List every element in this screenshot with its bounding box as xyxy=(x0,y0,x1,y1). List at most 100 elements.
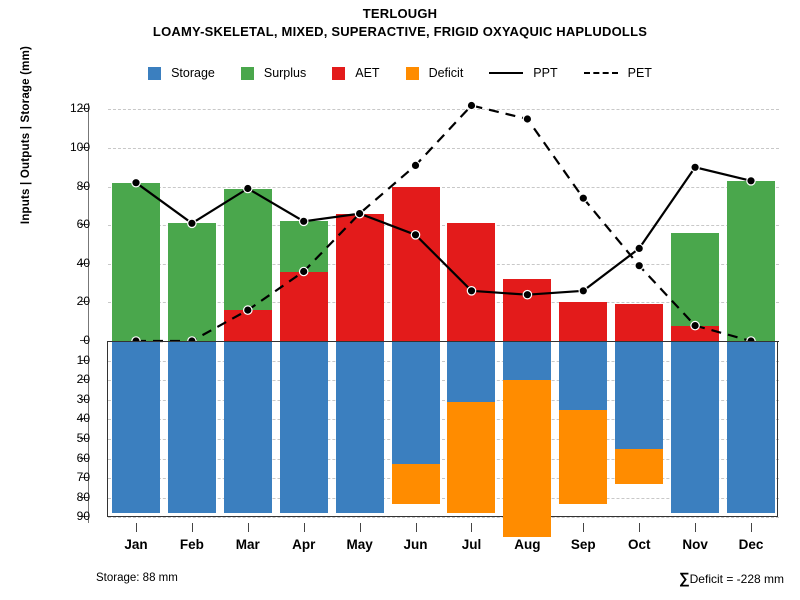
y-tick-mark xyxy=(80,262,88,264)
deficit-note-text: Deficit = -228 mm xyxy=(689,572,784,586)
bar-deficit-jun[interactable] xyxy=(391,464,440,504)
x-label-sep: Sep xyxy=(570,537,596,553)
bar-deficit-jul[interactable] xyxy=(447,401,496,514)
bar-surplus-feb[interactable] xyxy=(167,223,216,341)
gridline-lower-80 xyxy=(108,497,779,499)
y-tick-label: 120 xyxy=(69,101,90,116)
x-label-jul: Jul xyxy=(461,537,482,553)
legend-label: Storage xyxy=(171,66,215,80)
x-label-nov: Nov xyxy=(682,537,708,553)
legend-item-storage[interactable]: Storage xyxy=(148,66,215,80)
bar-storage-feb[interactable] xyxy=(167,341,216,514)
bar-aet-jun[interactable] xyxy=(391,186,440,341)
gridline-lower-60 xyxy=(108,458,779,460)
marker-ppt-jan[interactable] xyxy=(131,177,141,188)
legend-label: Surplus xyxy=(263,66,307,80)
legend-item-pet[interactable]: PET xyxy=(583,66,652,80)
bar-deficit-aug[interactable] xyxy=(503,380,552,537)
y-tick-label: 20 xyxy=(76,372,90,387)
x-tick-apr xyxy=(303,523,305,533)
marker-pet-jul[interactable] xyxy=(466,100,477,111)
marker-ppt-oct[interactable] xyxy=(634,243,644,254)
bar-deficit-oct[interactable] xyxy=(615,448,664,485)
marker-pet-jun[interactable] xyxy=(410,160,421,171)
marker-ppt-nov[interactable] xyxy=(690,162,700,173)
bar-storage-sep[interactable] xyxy=(559,341,608,410)
bar-aet-jul[interactable] xyxy=(447,223,496,341)
bar-surplus-apr[interactable] xyxy=(279,221,328,272)
bar-storage-jun[interactable] xyxy=(391,341,440,465)
marker-pet-aug[interactable] xyxy=(522,114,533,124)
bar-storage-jan[interactable] xyxy=(111,341,160,514)
bar-aet-may[interactable] xyxy=(335,213,384,341)
y-tick-label: 40 xyxy=(76,411,90,426)
line-series-layer xyxy=(131,100,756,346)
y-tick-label: 60 xyxy=(76,450,90,465)
bar-surplus-dec[interactable] xyxy=(727,180,776,341)
marker-pet-apr[interactable] xyxy=(298,266,309,277)
y-axis-spine xyxy=(88,103,89,524)
bar-aet-apr[interactable] xyxy=(279,271,328,341)
legend-item-surplus[interactable]: Surplus xyxy=(240,66,307,80)
marker-ppt-mar[interactable] xyxy=(243,183,253,194)
marker-pet-mar[interactable] xyxy=(243,305,253,315)
marker-ppt-jul[interactable] xyxy=(466,286,477,296)
marker-ppt-sep[interactable] xyxy=(578,286,589,296)
legend-item-ppt[interactable]: PPT xyxy=(489,66,558,80)
square-icon xyxy=(148,66,162,80)
marker-pet-sep[interactable] xyxy=(578,193,589,203)
gridline-lower-30 xyxy=(108,399,779,401)
marker-pet-may[interactable] xyxy=(354,208,365,219)
bar-storage-apr[interactable] xyxy=(279,341,328,514)
bar-storage-aug[interactable] xyxy=(503,341,552,381)
bar-storage-nov[interactable] xyxy=(671,341,720,514)
chart-title: TERLOUGH xyxy=(362,6,438,21)
bar-aet-aug[interactable] xyxy=(503,279,552,341)
marker-ppt-dec[interactable] xyxy=(746,176,756,186)
legend-item-deficit[interactable]: Deficit xyxy=(405,66,463,80)
bar-aet-oct[interactable] xyxy=(615,304,664,341)
bar-deficit-sep[interactable] xyxy=(559,409,608,504)
bar-storage-dec[interactable] xyxy=(727,341,776,514)
square-icon xyxy=(332,66,346,80)
plot-area: Inputs | Outputs | Storage (mm) 0 20 40 60 8… xyxy=(20,46,779,552)
legend-item-aet[interactable]: AET xyxy=(332,66,380,80)
legend-label: PPT xyxy=(533,66,558,80)
line-ppt xyxy=(135,166,752,296)
gridline-upper-80 xyxy=(108,186,779,188)
bar-aet-sep[interactable] xyxy=(559,302,608,341)
y-tick-mark xyxy=(80,147,88,148)
bar-surplus-mar[interactable] xyxy=(223,188,272,311)
bar-surplus-jan[interactable] xyxy=(111,182,160,341)
x-label-apr: Apr xyxy=(292,537,316,553)
deficit-note: ∑Deficit = -228 mm xyxy=(679,570,784,587)
gridline-lower-10 xyxy=(108,360,779,362)
y-tick-mark xyxy=(80,185,88,187)
bar-storage-may[interactable] xyxy=(335,341,384,514)
marker-ppt-apr[interactable] xyxy=(298,216,309,227)
gridline-lower-90 xyxy=(108,517,779,519)
marker-ppt-jun[interactable] xyxy=(410,230,421,240)
bar-aet-nov[interactable] xyxy=(671,325,720,341)
bar-storage-oct[interactable] xyxy=(615,341,664,449)
bar-aet-mar[interactable] xyxy=(223,310,272,341)
storage-note: Storage: 88 mm xyxy=(96,572,178,584)
legend-label: AET xyxy=(355,66,380,80)
x-label-feb: Feb xyxy=(179,537,204,553)
marker-pet-oct[interactable] xyxy=(634,260,644,271)
chart-legend: Storage Surplus AET Deficit PPT PET xyxy=(0,66,800,80)
bar-storage-jul[interactable] xyxy=(447,341,496,402)
y-tick-label: 0 xyxy=(83,333,90,347)
bar-surplus-nov[interactable] xyxy=(671,232,720,326)
x-label-jan: Jan xyxy=(124,537,148,553)
y-tick-mark xyxy=(80,398,88,400)
marker-pet-nov[interactable] xyxy=(690,320,700,331)
x-label-mar: Mar xyxy=(235,537,260,553)
marker-ppt-aug[interactable] xyxy=(522,289,533,300)
bar-storage-mar[interactable] xyxy=(223,341,272,514)
marker-ppt-feb[interactable] xyxy=(187,218,197,229)
line-pet xyxy=(136,104,752,343)
x-tick-may xyxy=(359,523,361,533)
x-tick-sep xyxy=(583,523,585,533)
